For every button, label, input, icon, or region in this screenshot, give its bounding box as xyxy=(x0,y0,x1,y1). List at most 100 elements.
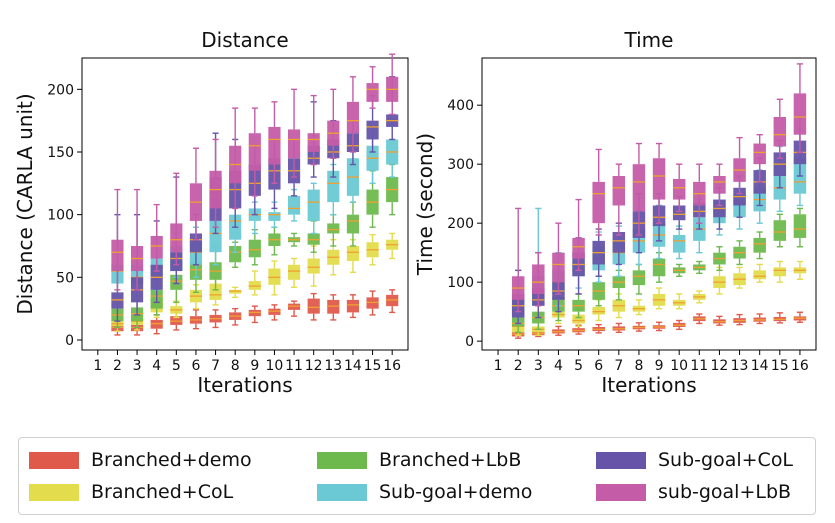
series-branched-lbb xyxy=(511,207,807,334)
box xyxy=(672,234,686,253)
x-axis-label: Iterations xyxy=(197,373,292,397)
box xyxy=(346,299,360,313)
y-tick-label: 50 xyxy=(56,270,74,286)
box xyxy=(532,264,545,294)
x-tick-label: 12 xyxy=(711,358,729,374)
legend-swatch xyxy=(317,451,367,469)
box xyxy=(612,232,626,253)
box xyxy=(189,233,203,253)
x-tick-label: 11 xyxy=(690,358,708,374)
box xyxy=(307,189,320,221)
x-tick-label: 1 xyxy=(494,358,503,374)
y-tick-label: 0 xyxy=(65,333,74,349)
box xyxy=(170,223,183,253)
y-tick-label: 200 xyxy=(47,82,74,98)
box xyxy=(612,175,626,206)
x-tick-label: 4 xyxy=(554,358,563,374)
x-tick-label: 3 xyxy=(534,358,543,374)
x-tick-label: 14 xyxy=(344,358,362,374)
x-tick-label: 2 xyxy=(113,358,122,374)
x-tick-label: 15 xyxy=(364,358,382,374)
x-tick-label: 6 xyxy=(191,358,200,374)
legend-swatch xyxy=(596,451,646,469)
y-tick-label: 200 xyxy=(447,216,474,232)
box xyxy=(713,175,726,194)
legend: Branched+demo Branched+CoL Branched+LbB … xyxy=(18,437,816,515)
x-tick-label: 9 xyxy=(250,358,259,374)
box xyxy=(753,237,766,253)
box xyxy=(366,120,379,140)
x-tick-label: 5 xyxy=(172,358,181,374)
box xyxy=(327,223,340,234)
x-tick-label: 7 xyxy=(614,358,623,374)
box xyxy=(248,239,261,258)
x-tick-label: 9 xyxy=(655,358,664,374)
x-tick-label: 2 xyxy=(514,358,523,374)
y-tick-label: 100 xyxy=(47,208,74,224)
box xyxy=(572,237,585,259)
legend-swatch xyxy=(29,483,79,501)
box xyxy=(753,270,766,280)
x-tick-label: 16 xyxy=(383,358,401,374)
legend-item: Branched+LbB xyxy=(317,446,521,474)
box xyxy=(652,258,666,277)
x-tick-label: 13 xyxy=(731,358,749,374)
box xyxy=(793,214,807,238)
box xyxy=(773,116,787,147)
box xyxy=(209,220,222,253)
box xyxy=(552,252,565,283)
x-tick-label: 11 xyxy=(285,358,303,374)
legend-item: Branched+demo xyxy=(29,446,252,474)
legend-item: Branched+CoL xyxy=(29,478,233,506)
x-tick-label: 3 xyxy=(133,358,142,374)
box xyxy=(346,245,360,262)
box xyxy=(572,314,585,324)
box xyxy=(346,101,360,134)
box xyxy=(248,133,261,171)
y-tick-label: 0 xyxy=(465,334,474,350)
x-tick-label: 5 xyxy=(574,358,583,374)
plot-frame xyxy=(81,57,409,351)
y-tick-label: 100 xyxy=(447,275,474,291)
y-tick-label: 400 xyxy=(447,98,474,114)
box xyxy=(287,195,301,215)
box xyxy=(307,258,320,274)
x-tick-label: 6 xyxy=(594,358,603,374)
y-tick-label: 150 xyxy=(47,145,74,161)
box xyxy=(346,214,360,234)
box xyxy=(632,164,646,212)
box xyxy=(307,133,320,152)
x-tick-label: 8 xyxy=(634,358,643,374)
y-tick-label: 300 xyxy=(447,157,474,173)
x-tick-label: 13 xyxy=(324,358,342,374)
x-tick-label: 1 xyxy=(93,358,102,374)
legend-label: Branched+LbB xyxy=(379,449,522,471)
x-tick-label: 14 xyxy=(751,358,769,374)
series-sub-goal-lbb xyxy=(511,63,807,313)
box xyxy=(632,270,646,286)
distance-chart: Distance 0 50 100 150 200 Distance (CARLA unit… xyxy=(13,28,409,397)
x-tick-label: 16 xyxy=(791,358,809,374)
box xyxy=(268,212,281,221)
legend-item: Sub-goal+CoL xyxy=(596,446,793,474)
box xyxy=(150,235,163,259)
box xyxy=(652,158,666,200)
x-tick-label: 15 xyxy=(771,358,789,374)
box xyxy=(229,245,242,263)
legend-label: Sub-goal+CoL xyxy=(658,449,794,471)
box xyxy=(209,283,222,300)
x-tick-label: 10 xyxy=(670,358,688,374)
x-tick-label: 8 xyxy=(231,358,240,374)
legend-swatch xyxy=(29,451,79,469)
box xyxy=(268,126,281,165)
box xyxy=(592,306,605,315)
box xyxy=(672,205,686,221)
box xyxy=(287,264,301,280)
x-tick-label: 7 xyxy=(211,358,220,374)
x-tick-label: 10 xyxy=(266,358,284,374)
legend-item: Sub-goal+demo xyxy=(317,478,532,506)
legend-label: sub-goal+LbB xyxy=(658,481,792,503)
box xyxy=(773,220,787,241)
box xyxy=(111,239,124,272)
